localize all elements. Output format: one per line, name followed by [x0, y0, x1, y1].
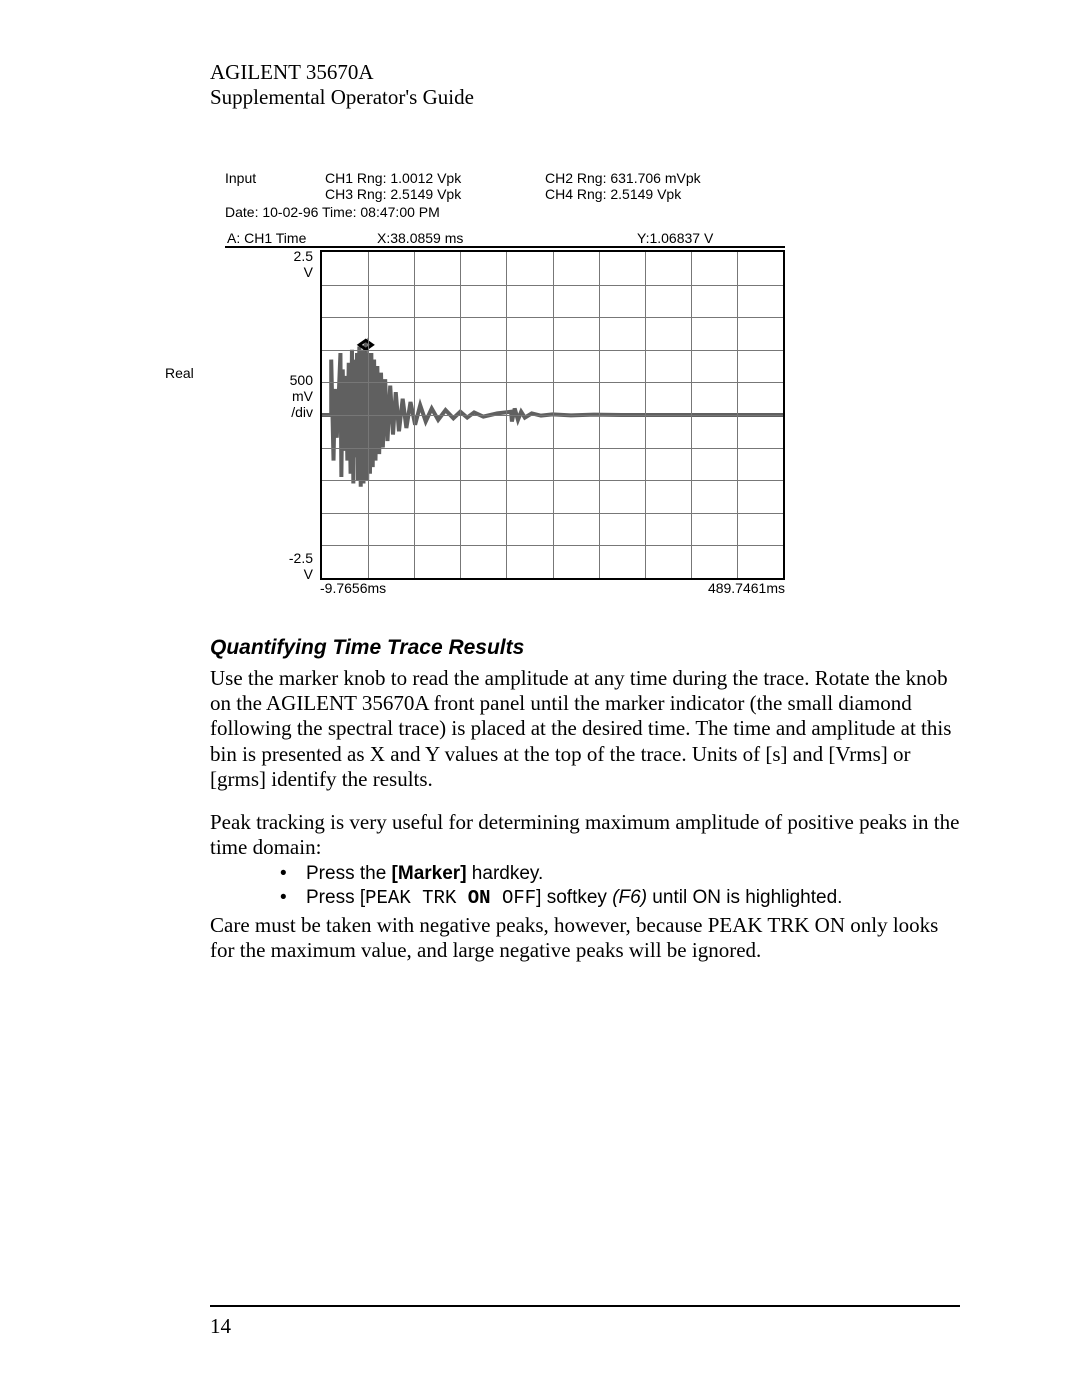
header-product: AGILENT 35670A: [210, 60, 960, 85]
y-top-value: 2.5: [294, 248, 313, 264]
axis-real-label: Real: [165, 365, 194, 381]
x-readout: X:38.0859 ms: [327, 230, 607, 246]
page-number: 14: [210, 1314, 231, 1339]
time-trace-figure: Input CH1 Rng: 1.0012 Vpk CH2 Rng: 631.7…: [225, 170, 785, 598]
y-bot-unit: V: [304, 566, 313, 582]
input-label: Input: [225, 170, 325, 186]
y-top-unit: V: [304, 264, 313, 280]
plot-grid: [320, 250, 785, 580]
y-div-unit: mV: [292, 388, 313, 404]
section-heading: Quantifying Time Trace Results: [210, 636, 960, 660]
paragraph-3: Care must be taken with negative peaks, …: [210, 913, 960, 963]
footer-rule: [210, 1305, 960, 1307]
x-left-label: -9.7656ms: [320, 580, 386, 596]
ch1-range: CH1 Rng: 1.0012 Vpk: [325, 170, 545, 186]
bullet-1: Press the [Marker] hardkey.: [280, 862, 960, 886]
bullet-2: Press [PEAK TRK ON OFF] softkey (F6) unt…: [280, 886, 960, 911]
datetime-label: Date: 10-02-96 Time: 08:47:00 PM: [225, 204, 785, 220]
y-bot-value: -2.5: [289, 550, 313, 566]
x-right-label: 489.7461ms: [708, 580, 785, 596]
ch4-range: CH4 Rng: 2.5149 Vpk: [545, 186, 765, 202]
y-div-value: 500: [290, 372, 313, 388]
header-subtitle: Supplemental Operator's Guide: [210, 85, 960, 110]
y-readout: Y:1.06837 V: [607, 230, 785, 246]
ch2-range: CH2 Rng: 631.706 mVpk: [545, 170, 765, 186]
paragraph-2-lead: Peak tracking is very useful for determi…: [210, 810, 960, 860]
ch3-range: CH3 Rng: 2.5149 Vpk: [325, 186, 545, 202]
y-div-per: /div: [291, 404, 313, 420]
paragraph-1: Use the marker knob to read the amplitud…: [210, 666, 960, 792]
trace-title: A: CH1 Time: [225, 230, 327, 246]
